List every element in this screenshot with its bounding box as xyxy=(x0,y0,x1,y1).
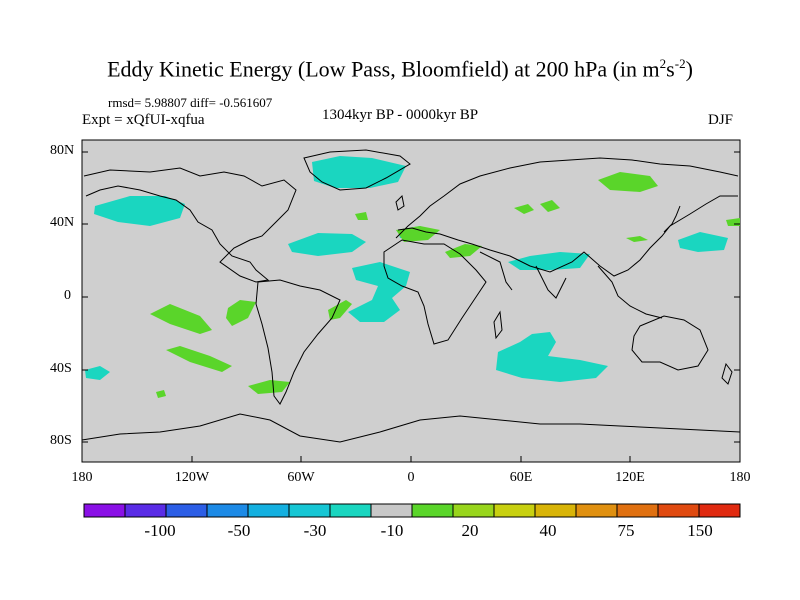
colorbar-swatch xyxy=(371,504,412,517)
lat-label: 40S xyxy=(50,361,72,377)
colorbar-swatch xyxy=(125,504,166,517)
colorbar-label: 40 xyxy=(540,521,557,541)
lon-label: 60E xyxy=(510,470,533,486)
colorbar-swatch xyxy=(84,504,125,517)
lon-label: 60W xyxy=(287,470,314,486)
lon-label: 120W xyxy=(175,470,209,486)
colorbar-swatch xyxy=(412,504,453,517)
colorbar-swatch xyxy=(699,504,740,517)
lat-label: 80S xyxy=(50,433,72,449)
colorbar-swatch xyxy=(330,504,371,517)
colorbar-swatch xyxy=(617,504,658,517)
colorbar-label: -30 xyxy=(304,521,327,541)
colorbar-swatch xyxy=(494,504,535,517)
colorbar-swatch xyxy=(576,504,617,517)
colorbar-label: 150 xyxy=(687,521,713,541)
colorbar-label: 20 xyxy=(462,521,479,541)
lat-label: 40N xyxy=(50,215,74,231)
lat-label: 0 xyxy=(64,288,71,304)
lat-label: 80N xyxy=(50,143,74,159)
colorbar-swatch xyxy=(658,504,699,517)
colorbar xyxy=(84,504,740,517)
lon-label: 120E xyxy=(615,470,645,486)
colorbar-label: 75 xyxy=(618,521,635,541)
colorbar-label: -10 xyxy=(381,521,404,541)
colorbar-swatch xyxy=(166,504,207,517)
colorbar-swatch xyxy=(535,504,576,517)
colorbar-swatch xyxy=(289,504,330,517)
colorbar-swatch xyxy=(248,504,289,517)
colorbar-swatch xyxy=(453,504,494,517)
lon-label: 180 xyxy=(730,470,751,486)
colorbar-label: -100 xyxy=(144,521,175,541)
lon-label: 180 xyxy=(72,470,93,486)
colorbar-label: -50 xyxy=(228,521,251,541)
lon-label: 0 xyxy=(408,470,415,486)
map-figure xyxy=(0,0,800,600)
colorbar-swatch xyxy=(207,504,248,517)
